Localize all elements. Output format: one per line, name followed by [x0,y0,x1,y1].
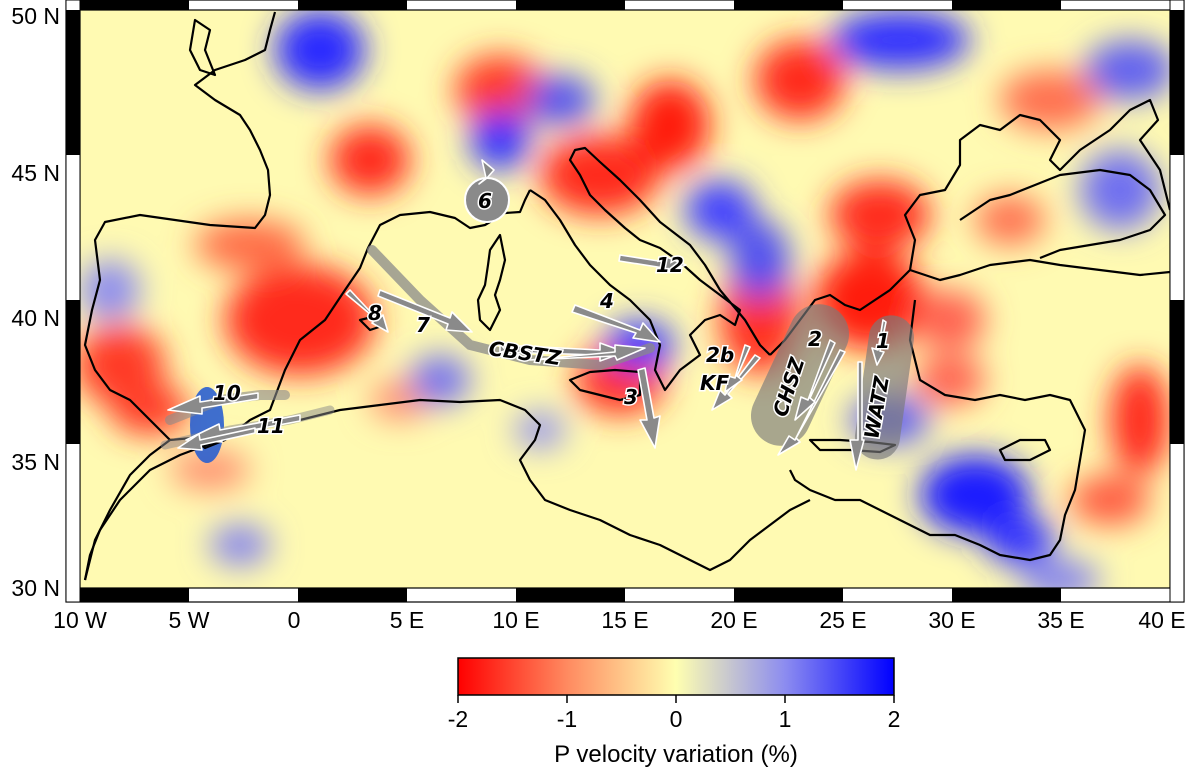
arrow-chsz-1 [777,349,846,456]
colorbar-tick: -1 [557,706,577,732]
arrow-12 [618,254,687,274]
lon-label: 25 E [819,607,866,633]
coastline-italy [529,146,771,392]
coastline-uk [188,18,217,77]
coastline-north-africa [83,398,811,581]
coastline-turkey [789,258,1170,562]
colorbar-title: P velocity variation (%) [554,741,798,768]
lon-label: 15 E [601,607,648,633]
arrow-2b-2 [724,344,751,393]
map-frame [65,0,1185,603]
coastline-sardinia-corsica [476,233,507,332]
coastline-cyprus [998,438,1052,462]
arrow-4 [571,304,661,343]
label-kf: KF [700,371,729,395]
coastline-black-sea [959,168,1167,260]
label-6: 6 [478,189,492,213]
zone-chsz [750,304,850,446]
lat-label: 50 N [11,3,60,29]
label-12: 12 [656,253,684,277]
colorbar-tick: 0 [670,706,683,732]
arrow-watz-2 [871,319,887,366]
label-3: 3 [624,385,638,409]
coastline-iberia-west [83,11,277,441]
arrow-watz [849,361,865,471]
lon-label: 20 E [710,607,757,633]
arrow-8 [345,289,389,333]
colorbar-gradient [457,657,895,696]
arrow-3 [637,367,661,449]
label-7: 7 [416,313,430,337]
lat-label: 30 N [11,575,60,601]
zone-watz [854,315,914,460]
coastlines [83,11,1170,581]
map-panel: CBSTZ 7 8 6 12 4 3 2b KF 2 1 CHSZ WATZ 1… [80,10,1170,588]
arrow-chsz-2 [794,339,836,421]
latitude-labels: 50 N 45 N 40 N 35 N 30 N [11,3,60,601]
coastline-sicily [568,368,642,402]
arrow-6-swirl [478,159,495,185]
lat-label: 35 N [11,449,60,475]
coastline-iberia-france [83,189,531,581]
colorbar-tick: 1 [779,706,792,732]
label-8: 8 [368,301,382,325]
coastline-balkans [769,98,1170,356]
arrow-10 [167,392,259,415]
arrow-7 [377,289,473,333]
label-10: 10 [213,381,241,405]
lon-label: 30 E [928,607,975,633]
lon-label: 10 W [53,607,107,633]
lon-label: 5 W [169,607,210,633]
label-2b: 2b [706,343,734,367]
lon-label: 35 E [1037,607,1084,633]
lat-label: 45 N [11,160,60,186]
colorbar: -2 -1 0 1 2 P velocity variation (%) [448,657,901,768]
arrow-11b [177,427,256,451]
arrows [167,159,887,471]
lon-label: 5 E [390,607,425,633]
longitude-labels: 10 W 5 W 0 5 E 10 E 15 E 20 E 25 E 30 E … [53,607,1186,633]
label-1: 1 [876,329,890,353]
label-2: 2 [808,327,822,351]
lon-label: 40 E [1138,607,1185,633]
arrow-cbstz-2 [529,344,646,361]
lon-label: 0 [288,607,301,633]
colorbar-tick: 2 [888,706,901,732]
label-4: 4 [599,289,614,313]
label-11: 11 [257,414,285,438]
colorbar-tick: -2 [448,706,468,732]
lon-label: 10 E [492,607,539,633]
lat-label: 40 N [11,305,60,331]
